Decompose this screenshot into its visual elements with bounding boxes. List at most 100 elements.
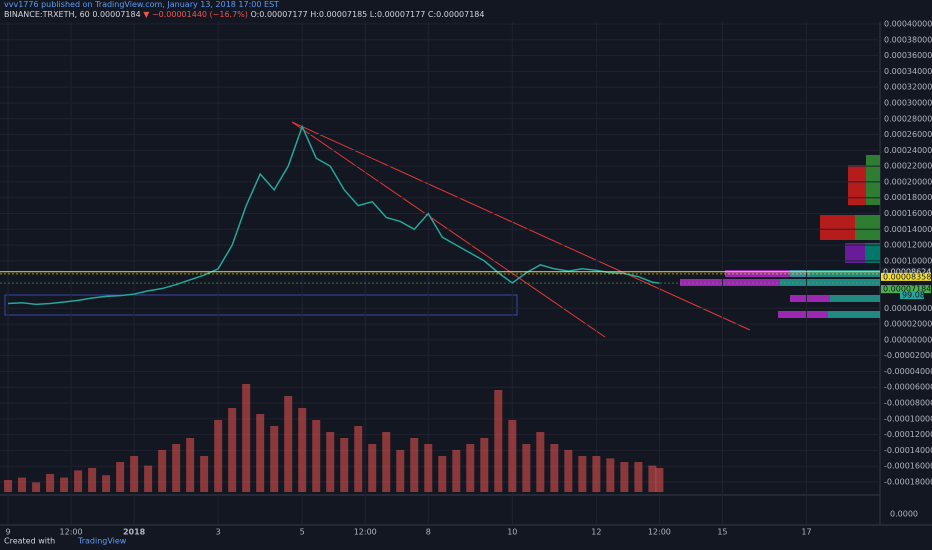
y-tick-label: 0.00024000 [884,146,932,155]
publisher-line: vvv1776 published on TradingView.com, Ja… [4,0,279,9]
y-tick-label: 0.00018000 [884,193,932,202]
volume-bar [396,450,405,492]
volume-bar [522,444,531,492]
vp-bar [790,270,880,277]
volume-bar [144,465,153,492]
volume-bar [410,438,419,492]
y-tick-label: 0.00030000 [884,98,932,107]
y-tick-label: 0.00022000 [884,162,932,171]
volume-bar [200,456,209,492]
price-label-bg [881,267,931,276]
volume-label-bg [900,291,924,300]
y-tick-label: 0.00034000 [884,67,932,76]
volume-bar [74,470,83,492]
ohlc: O:0.00007177 H:0.00007185 L:0.00007177 C… [250,10,485,19]
volume-bar [354,426,363,492]
y-tick-label: 0.00040000 [884,20,932,29]
volume-label: 99.08 [902,291,925,300]
x-tick-label: 3 [216,528,221,537]
volume-bar [228,408,237,492]
volume-bar [312,420,321,492]
volume-bar [382,432,391,492]
volume-bar [88,468,97,492]
x-tick-label: 12 [591,528,601,537]
volume-bar [368,444,377,492]
volume-bar [60,477,69,492]
volume-bar [46,474,55,492]
x-tick-label: 2018 [123,528,146,537]
volume-bar [424,444,433,492]
vp-bar [778,311,828,318]
volume-bar [186,438,195,492]
volume-bar [4,480,13,492]
price-label-bg [881,285,931,294]
indicator-tick-label: 0.0000 [890,510,918,519]
x-tick-label: 17 [801,528,811,537]
y-tick-label: -0.00018000 [884,478,932,487]
vp-bar [790,295,830,302]
volume-bar [452,450,461,492]
volume-bar [536,432,545,492]
volume-bar [480,438,489,492]
volume-bar [284,396,293,492]
volume-bar [620,462,629,492]
volume-bar [256,414,265,492]
y-tick-label: -0.00010000 [884,414,932,423]
x-tick-label: 10 [507,528,517,537]
vp-bar [820,215,855,240]
volume-bar [116,462,125,492]
x-tick-label: 12:00 [354,528,377,537]
publisher: vvv1776 published on TradingView.com, Ja… [4,0,280,9]
down-arrow: ▼ [143,10,150,19]
x-tick-label: 12:00 [648,528,671,537]
price-label: 0.00008624 [883,267,931,276]
x-tick-label: 12:00 [60,528,83,537]
y-tick-label: -0.00008000 [884,399,932,408]
trendline [291,121,751,331]
vp-bar [680,279,780,286]
volume-bar [158,450,167,492]
volume-bar [578,456,587,492]
volume-bar [508,420,517,492]
volume-bar [242,384,251,492]
y-tick-label: 0.00038000 [884,35,932,44]
y-tick-label: 0.00004000 [884,304,932,313]
y-tick-label: -0.00006000 [884,383,932,392]
volume-bar [130,456,139,492]
volume-bar [270,426,279,492]
volume-bar [326,432,335,492]
y-tick-label: -0.00012000 [884,430,932,439]
volume-bar [102,475,111,492]
vp-bar [855,215,880,240]
y-tick-label: -0.00014000 [884,446,932,455]
footer-brand: TradingView [77,537,127,546]
volume-bar [550,444,559,492]
y-tick-label: 0.00032000 [884,83,932,92]
price-label-bg [881,272,931,281]
volume-bar [606,458,615,492]
x-tick-label: 9 [6,528,11,537]
volume-bar [32,482,41,492]
y-tick-label: 0.00014000 [884,225,932,234]
volume-bar [298,408,307,492]
y-tick-label: 0.00000000 [884,335,932,344]
y-tick-label: -0.00016000 [884,462,932,471]
volume-bar [214,420,223,492]
footer-created: Created with [4,537,55,546]
volume-bar [634,462,643,492]
x-tick-label: 15 [717,528,727,537]
volume-bar [466,444,475,492]
y-tick-label: 0.00028000 [884,114,932,123]
y-tick-label: 0.00002000 [884,320,932,329]
symbol-line: BINANCE:TRXETH, 60 0.00007184 ▼ −0.00001… [4,10,484,19]
y-tick-label: 0.00020000 [884,177,932,186]
volume-bar [340,438,349,492]
y-tick-label: 0.00010000 [884,256,932,265]
last-price: 0.00007184 [92,10,141,19]
vp-bar [848,165,866,205]
vp-bar [830,295,880,302]
x-tick-label: 8 [426,528,431,537]
volume-bar [564,450,573,492]
